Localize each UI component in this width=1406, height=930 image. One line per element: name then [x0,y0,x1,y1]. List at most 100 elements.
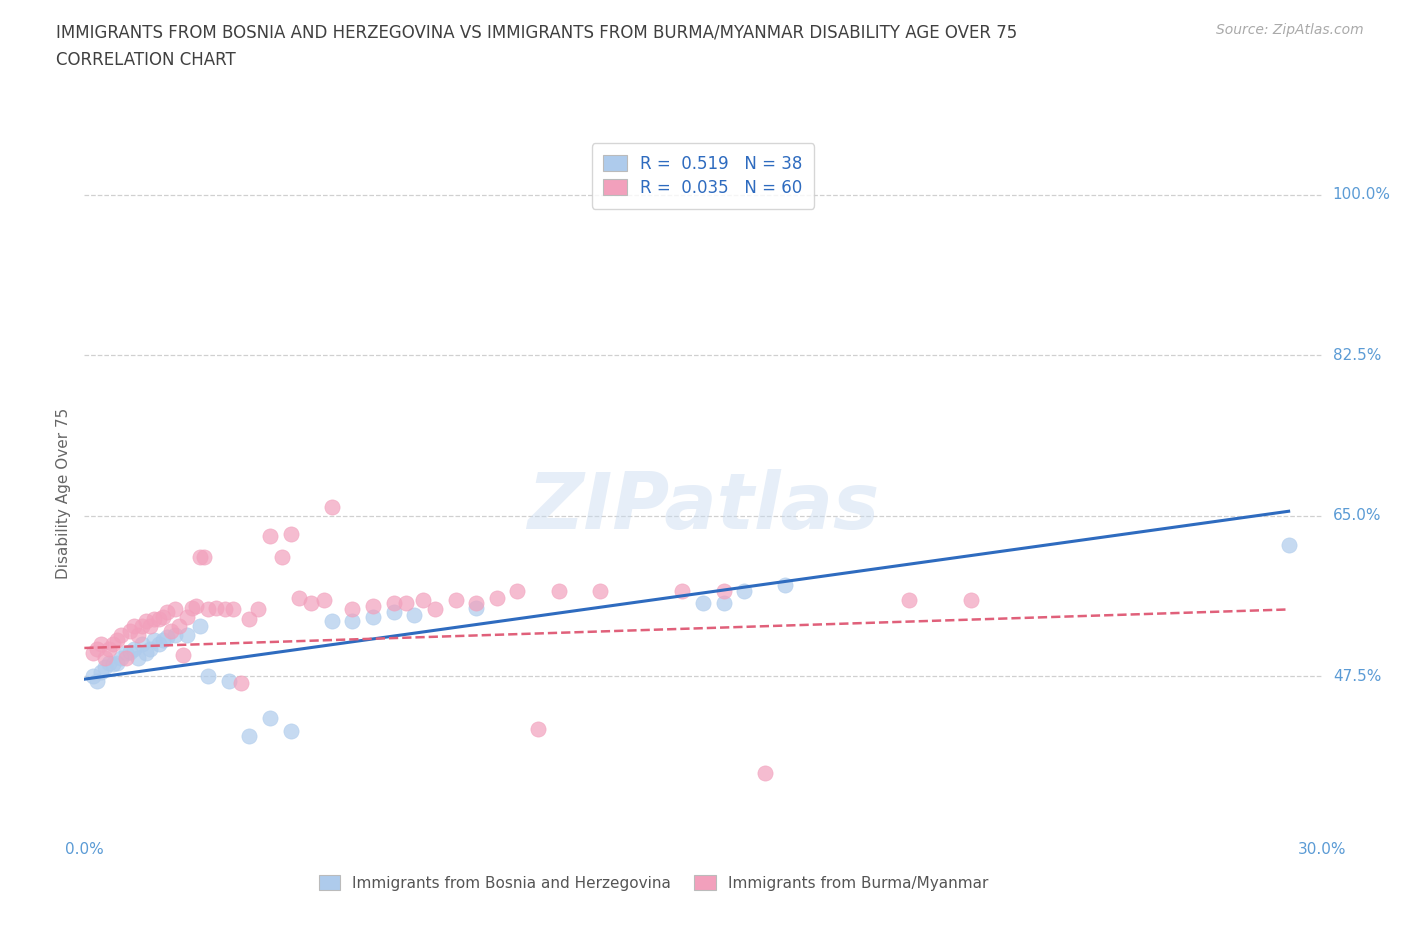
Point [506,584,529,599]
Point [90,637,112,652]
Point [280,724,302,739]
Text: CORRELATION CHART: CORRELATION CHART [56,51,236,69]
Point [143,611,166,626]
Point [82,646,104,661]
Point [197,602,219,617]
Point [299,595,322,610]
Point [1278,538,1301,552]
Point [775,578,797,592]
Legend: Immigrants from Bosnia and Herzegovina, Immigrants from Burma/Myanmar: Immigrants from Bosnia and Herzegovina, … [311,868,995,898]
Point [238,728,260,743]
Point [589,584,612,599]
Point [131,637,153,652]
Point [271,550,294,565]
Point [114,651,136,666]
Point [188,550,211,565]
Point [148,637,170,652]
Point [361,609,384,624]
Point [671,584,693,599]
Point [259,528,281,543]
Point [135,614,157,629]
Point [713,584,735,599]
Point [288,591,311,605]
Point [214,602,236,617]
Point [733,584,755,599]
Point [152,609,174,624]
Point [110,651,132,666]
Point [156,630,179,644]
Point [165,602,187,617]
Point [135,646,157,661]
Point [94,659,117,674]
Point [218,673,240,688]
Point [465,595,488,610]
Point [127,651,149,666]
Point [180,600,202,615]
Point [485,591,508,605]
Point [103,637,125,652]
Point [103,658,125,672]
Point [444,592,467,607]
Point [98,656,121,671]
Point [94,651,117,666]
Point [527,722,550,737]
Point [143,632,166,647]
Point [188,618,211,633]
Point [118,644,141,659]
Y-axis label: Disability Age Over 75: Disability Age Over 75 [56,407,72,578]
Point [176,628,198,643]
Text: IMMIGRANTS FROM BOSNIA AND HERZEGOVINA VS IMMIGRANTS FROM BURMA/MYANMAR DISABILI: IMMIGRANTS FROM BOSNIA AND HERZEGOVINA V… [56,23,1018,41]
Point [184,598,207,613]
Point [342,602,364,617]
Point [960,592,983,607]
Point [172,648,194,663]
Point [205,600,228,615]
Point [754,765,776,780]
Point [86,673,108,688]
Point [98,642,121,657]
Point [90,664,112,679]
Point [238,611,260,626]
Point [193,550,215,565]
Point [148,611,170,626]
Point [176,609,198,624]
Point [898,592,921,607]
Point [404,607,426,622]
Point [547,584,569,599]
Point [127,628,149,643]
Point [342,614,364,629]
Point [246,602,269,617]
Point [423,602,446,617]
Point [382,604,405,619]
Point [361,598,384,613]
Point [156,604,179,619]
Point [321,614,343,629]
Text: ZIPatlas: ZIPatlas [527,469,879,545]
Point [118,623,141,638]
Point [114,646,136,661]
Point [692,595,714,610]
Point [152,632,174,647]
Point [222,602,245,617]
Text: Source: ZipAtlas.com: Source: ZipAtlas.com [1216,23,1364,37]
Point [312,592,335,607]
Text: 65.0%: 65.0% [1333,509,1381,524]
Point [139,642,162,657]
Point [465,600,488,615]
Point [122,642,145,657]
Point [167,618,190,633]
Point [713,595,735,610]
Point [412,592,434,607]
Point [259,711,281,725]
Point [395,595,418,610]
Point [229,675,252,690]
Point [139,618,162,633]
Point [86,642,108,657]
Point [197,669,219,684]
Point [382,595,405,610]
Point [105,656,128,671]
Point [280,526,302,541]
Point [122,618,145,633]
Point [160,623,183,638]
Point [165,628,187,643]
